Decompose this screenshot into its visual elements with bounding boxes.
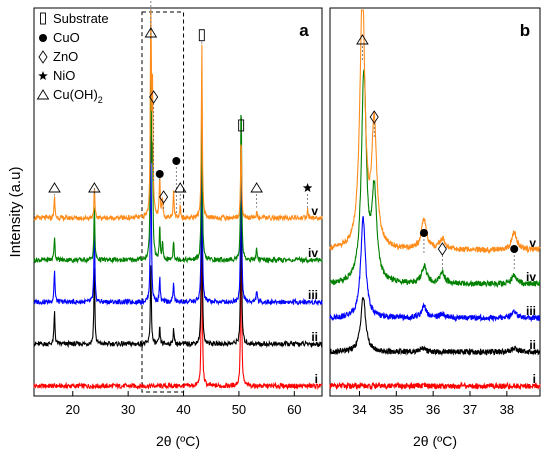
annotation-marker-a-3-shape (149, 90, 159, 104)
legend-marker-2-shape (38, 50, 48, 64)
legend-marker-0 (40, 12, 46, 25)
series-label-b-iv: iv (526, 270, 536, 284)
legend-label-1: CuO (53, 30, 80, 45)
series-label-a-ii: ii (311, 330, 318, 344)
legend-marker-1 (39, 34, 47, 42)
series-label-a-v: v (311, 204, 318, 218)
series-line-ii-b (329, 296, 541, 357)
panel-a-frame (33, 7, 323, 397)
annotation-marker-a-2 (144, 27, 158, 38)
annotation-marker-b-3-shape (437, 242, 447, 256)
annotation-marker-a-9-shape (238, 119, 245, 132)
legend-marker-2 (38, 50, 48, 64)
series-label-a-iii: iii (308, 288, 318, 302)
annotation-marker-a-5 (159, 190, 169, 204)
annotation-marker-a-10-shape (250, 182, 263, 193)
annotation-marker-a-1-shape (88, 182, 101, 193)
series-line-iii-b (329, 215, 541, 323)
x-axis-label-a: 2θ (ºC) (156, 433, 200, 449)
legend-marker-1-shape (39, 34, 47, 42)
panel-letter-a: a (299, 21, 309, 40)
legend-label-0: Substrate (53, 11, 109, 26)
series-line-ii-a (33, 170, 323, 349)
annotation-marker-a-11 (302, 183, 313, 193)
series-label-b-v: v (529, 236, 536, 250)
series-line-i-b (329, 381, 541, 391)
legend-label-2: ZnO (53, 49, 78, 64)
annotation-marker-a-9 (238, 119, 245, 132)
annotation-marker-b-1 (369, 110, 379, 124)
annotation-marker-b-1-shape (369, 110, 379, 124)
annotation-marker-b-0 (356, 34, 369, 45)
annotation-marker-a-10 (250, 182, 263, 193)
series-line-i-a (33, 215, 323, 391)
x-tick-label-a-50: 50 (232, 402, 246, 417)
series-label-a-iv: iv (308, 246, 318, 260)
annotation-marker-a-1 (88, 182, 101, 193)
annotation-marker-a-6-shape (172, 157, 181, 165)
annotation-marker-a-6 (172, 157, 181, 165)
annotation-marker-a-7 (173, 182, 187, 193)
legend-marker-4 (36, 89, 50, 100)
annotation-marker-a-4-shape (155, 170, 164, 178)
annotation-marker-b-2 (419, 229, 428, 237)
y-axis-label-a: Intensity (a.u) (7, 167, 24, 258)
legend-label-4: Cu(OH)2 (53, 87, 103, 105)
series-label-b-iii: iii (526, 304, 536, 318)
annotation-marker-a-8 (198, 29, 205, 42)
annotation-marker-b-4 (510, 245, 519, 253)
annotation-marker-a-5-shape (159, 190, 169, 204)
annotation-marker-a-3 (149, 90, 159, 104)
series-line-iv-a (33, 36, 323, 265)
x-tick-label-b-36: 36 (426, 402, 440, 417)
annotation-marker-a-0 (48, 182, 61, 193)
x-tick-label-a-20: 20 (66, 402, 80, 417)
series-line-iii-a (33, 132, 323, 307)
annotation-marker-b-4-shape (510, 245, 519, 253)
panel-b-frame (329, 7, 541, 397)
panel-letter-b: b (520, 21, 530, 40)
zoom-region-box (141, 11, 185, 393)
legend-marker-4-shape (36, 89, 50, 100)
legend-marker-0-shape (40, 12, 46, 25)
annotation-marker-b-3 (437, 242, 447, 256)
annotation-marker-b-2-shape (419, 229, 428, 237)
annotation-marker-a-7-shape (173, 182, 187, 193)
annotation-marker-a-0-shape (48, 182, 61, 193)
annotation-marker-a-11-shape (302, 183, 313, 193)
annotation-marker-b-0-shape (356, 34, 369, 45)
legend-marker-3 (38, 71, 48, 81)
x-axis-label-b: 2θ (ºC) (413, 433, 457, 449)
x-tick-label-b-38: 38 (500, 402, 514, 417)
x-tick-label-b-34: 34 (352, 402, 366, 417)
annotation-marker-a-4 (155, 170, 164, 178)
legend-marker-3-shape (38, 71, 48, 81)
series-label-a-i: i (315, 372, 318, 386)
x-tick-label-a-40: 40 (176, 402, 190, 417)
legend-label-3: NiO (53, 68, 75, 83)
x-tick-label-a-30: 30 (121, 402, 135, 417)
series-line-v-b (329, 9, 541, 254)
annotation-marker-a-2-shape (144, 27, 158, 38)
x-tick-label-b-37: 37 (463, 402, 477, 417)
series-line-v-a (33, 9, 323, 223)
x-tick-label-a-60: 60 (287, 402, 301, 417)
annotation-marker-a-8-shape (198, 29, 205, 42)
x-tick-label-b-35: 35 (389, 402, 403, 417)
series-label-b-ii: ii (529, 338, 536, 352)
series-label-b-i: i (533, 372, 536, 386)
